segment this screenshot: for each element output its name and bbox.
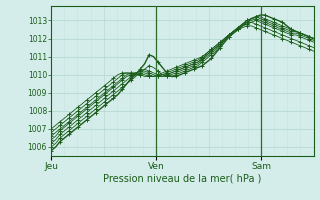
X-axis label: Pression niveau de la mer( hPa ): Pression niveau de la mer( hPa ) <box>103 173 261 183</box>
